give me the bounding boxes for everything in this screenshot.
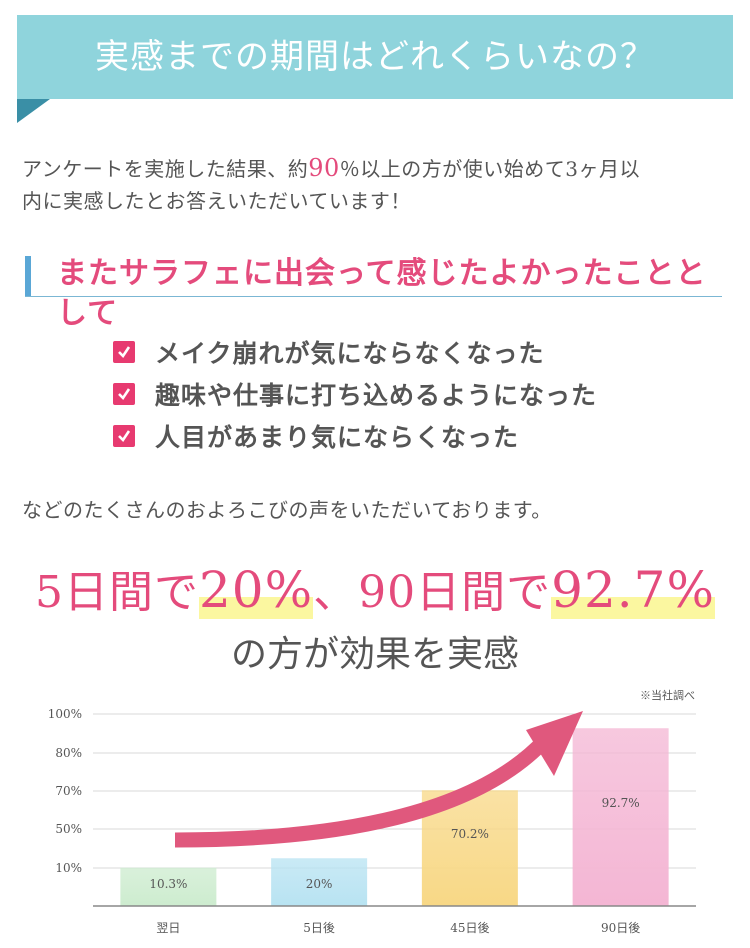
banner-title: 実感までの期間はどれくらいなの？ [95, 37, 655, 77]
trend-arrow-head [526, 711, 583, 776]
banner-fold [17, 99, 50, 123]
y-tick-label: 70% [55, 784, 82, 798]
y-tick-label: 100% [48, 707, 82, 721]
trend-arrow-shaft [174, 734, 551, 848]
x-tick-label: 90日後 [601, 921, 640, 935]
checkbox-icon [113, 341, 135, 363]
headline-part2: 、90日間で [313, 567, 552, 618]
subheading: またサラフェに出会って感じたよかったこととして [25, 254, 722, 331]
list-item: 趣味や仕事に打ち込めるようになった [113, 373, 597, 415]
list-item: 人目があまり気にならくなった [113, 415, 597, 457]
list-item: メイク崩れが気にならなくなった [113, 331, 597, 373]
intro-text: アンケートを実施した結果、約90％以上の方が使い始めて3ヶ月以 内に実感したとお… [22, 152, 734, 217]
checkbox-icon [113, 383, 135, 405]
bar-value-label: 92.7% [602, 796, 640, 810]
bar [572, 728, 669, 906]
subheading-accent-bar [25, 256, 31, 296]
subheading-text: またサラフェに出会って感じたよかったこととして [57, 256, 707, 331]
intro-line1-a: アンケートを実施した結果、約 [22, 157, 309, 181]
x-tick-label: 5日後 [303, 921, 335, 935]
result-headline: 5日間で20%、90日間で92.7% の方が効果を実感 [0, 560, 750, 685]
bar [120, 867, 217, 906]
benefit-checklist: メイク崩れが気にならなくなった 趣味や仕事に打ち込めるようになった 人目があまり… [113, 331, 597, 457]
x-tick-label: 45日後 [450, 921, 489, 935]
headline-line1: 5日間で20%、90日間で92.7% [0, 560, 750, 623]
headline-value1: 20% [199, 561, 314, 619]
bar-chart: 10% 50% 70% 80% 100% 10.3% 翌日 20% 5日後 70.2% 45日後 92… [48, 707, 696, 935]
chart-source-note: ※当社調べ [640, 689, 695, 702]
bar-value-label: 70.2% [451, 827, 489, 841]
checkbox-icon [113, 425, 135, 447]
intro-line2: 内に実感したとお答えいただいています！ [22, 189, 411, 213]
headline-part1: 5日間で [35, 567, 199, 618]
y-tick-label: 10% [55, 861, 82, 875]
bar-value-label: 20% [306, 877, 333, 891]
checklist-label: 人目があまり気にならくなった [155, 423, 520, 452]
bar-value-label: 10.3% [149, 877, 187, 891]
voices-text: などのたくさんのおよろこびの声をいただいております。 [22, 498, 552, 522]
headline-value2: 92.7% [551, 561, 715, 619]
y-tick-label: 80% [55, 746, 82, 760]
intro-highlight: 90 [308, 154, 340, 182]
intro-line1-b: ％以上の方が使い始めて3ヶ月以 [339, 157, 640, 181]
y-tick-label: 50% [55, 822, 82, 836]
checklist-label: 趣味や仕事に打ち込めるようになった [155, 381, 598, 410]
bar [271, 858, 368, 906]
checklist-label: メイク崩れが気にならなくなった [155, 339, 545, 368]
x-tick-label: 翌日 [156, 921, 180, 935]
header-banner: 実感までの期間はどれくらいなの？ [17, 15, 733, 99]
headline-line2: の方が効果を実感 [230, 634, 519, 675]
